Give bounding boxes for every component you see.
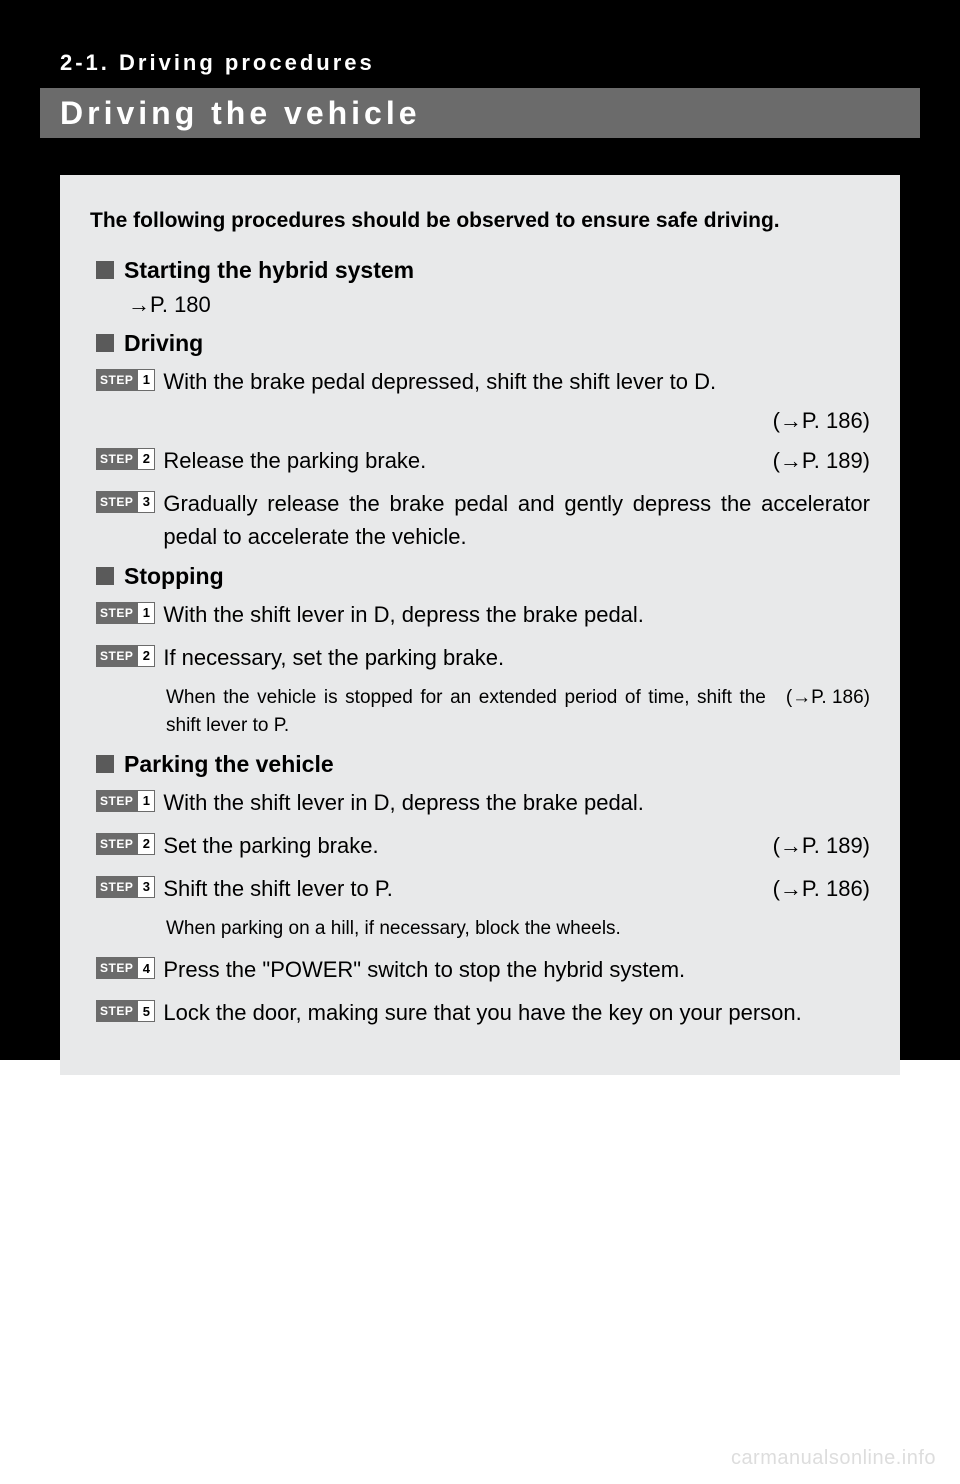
step-label: STEP [96,1000,137,1022]
step-badge: STEP 1 [96,602,155,624]
watermark: carmanualsonline.info [731,1447,936,1470]
parking-note: When parking on a hill, if necessary, bl… [166,915,870,944]
note-ref: (→P. 186) [766,684,870,741]
heading-starting-label: Starting the hybrid system [124,257,414,284]
header: 2-1. Driving procedures [0,50,960,76]
step-number: 2 [137,448,155,470]
step-label: STEP [96,491,137,513]
driving-step-1-ref: (→P. 186) [166,408,870,434]
step-number: 2 [137,833,155,855]
step-number: 5 [137,1000,155,1022]
page-ref: (→P. 186) [773,408,870,434]
driving-step-3: STEP 3 Gradually release the brake pedal… [96,487,870,553]
parking-step-2: STEP 2 Set the parking brake. (→P. 189) [96,829,870,862]
square-icon [96,334,114,352]
step-label: STEP [96,369,137,391]
page-ref: (→P. 186) [773,872,870,905]
step-text: Shift the shift lever to P. [163,872,393,905]
square-icon [96,567,114,585]
step-badge: STEP 3 [96,491,155,513]
step-text: Gradually release the brake pedal and ge… [163,487,870,553]
step-badge: STEP 4 [96,957,155,979]
heading-driving-label: Driving [124,330,203,357]
content-box: The following procedures should be obser… [60,175,900,1075]
page-title: Driving the vehicle [60,95,421,132]
square-icon [96,261,114,279]
step-label: STEP [96,790,137,812]
parking-step-1: STEP 1 With the shift lever in D, depres… [96,786,870,819]
step-badge: STEP 1 [96,369,155,391]
parking-step-5: STEP 5 Lock the door, making sure that y… [96,996,870,1029]
stopping-note: When the vehicle is stopped for an exten… [166,684,870,741]
heading-stopping-label: Stopping [124,563,224,590]
step-badge: STEP 1 [96,790,155,812]
parking-step-4: STEP 4 Press the "POWER" switch to stop … [96,953,870,986]
step-number: 3 [137,876,155,898]
step-number: 1 [137,369,155,391]
step-number: 4 [137,957,155,979]
step-badge: STEP 5 [96,1000,155,1022]
stopping-step-1: STEP 1 With the shift lever in D, depres… [96,598,870,631]
step-number: 3 [137,491,155,513]
step-text: With the brake pedal depressed, shift th… [163,365,870,398]
step-text: With the shift lever in D, depress the b… [163,598,870,631]
step-label: STEP [96,645,137,667]
step-number: 2 [137,645,155,667]
step-text: Lock the door, making sure that you have… [163,996,870,1029]
heading-parking: Parking the vehicle [90,751,870,778]
heading-stopping: Stopping [90,563,870,590]
step-label: STEP [96,602,137,624]
step-badge: STEP 2 [96,448,155,470]
section-number: 2-1. Driving procedures [60,50,960,76]
square-icon [96,755,114,773]
step-text: Set the parking brake. [163,829,378,862]
page-ref: (→P. 189) [773,444,870,477]
step-label: STEP [96,833,137,855]
step-label: STEP [96,957,137,979]
step-badge: STEP 2 [96,833,155,855]
step-text-row: Set the parking brake. (→P. 189) [163,829,870,862]
heading-parking-label: Parking the vehicle [124,751,334,778]
step-badge: STEP 2 [96,645,155,667]
stopping-step-2: STEP 2 If necessary, set the parking bra… [96,641,870,674]
step-badge: STEP 3 [96,876,155,898]
step-label: STEP [96,448,137,470]
step-text: With the shift lever in D, depress the b… [163,786,870,819]
step-text: If necessary, set the parking brake. [163,641,870,674]
starting-ref: →P. 180 [128,292,870,318]
step-text: Release the parking brake. [163,444,426,477]
note-text: When the vehicle is stopped for an exten… [166,684,766,741]
page-ref: (→P. 189) [773,829,870,862]
heading-driving: Driving [90,330,870,357]
step-label: STEP [96,876,137,898]
page-white-region [0,1060,960,1484]
step-text: Press the "POWER" switch to stop the hyb… [163,953,870,986]
parking-step-3: STEP 3 Shift the shift lever to P. (→P. … [96,872,870,905]
driving-step-1: STEP 1 With the brake pedal depressed, s… [96,365,870,398]
step-text-row: Shift the shift lever to P. (→P. 186) [163,872,870,905]
title-bar: Driving the vehicle [40,88,920,138]
step-number: 1 [137,790,155,812]
heading-starting: Starting the hybrid system [90,257,870,284]
step-number: 1 [137,602,155,624]
intro-text: The following procedures should be obser… [90,203,870,239]
step-text-row: Release the parking brake. (→P. 189) [163,444,870,477]
driving-step-2: STEP 2 Release the parking brake. (→P. 1… [96,444,870,477]
